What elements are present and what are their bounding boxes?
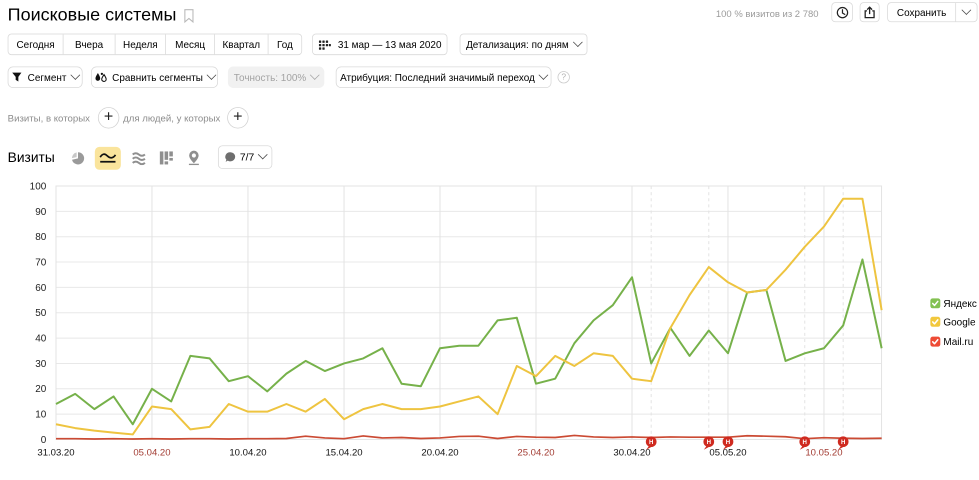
svg-text:31.03.20: 31.03.20 (37, 448, 74, 459)
svg-text:05.05.20: 05.05.20 (709, 448, 746, 459)
svg-text:15.04.20: 15.04.20 (325, 448, 362, 459)
svg-text:70: 70 (35, 257, 47, 268)
svg-text:40: 40 (35, 334, 47, 345)
svg-text:0: 0 (41, 435, 47, 446)
svg-text:Яндекс: Яндекс (943, 299, 976, 310)
svg-text:Н: Н (707, 439, 711, 446)
svg-text:60: 60 (35, 283, 47, 294)
svg-text:50: 50 (35, 308, 47, 319)
svg-text:20.04.20: 20.04.20 (421, 448, 458, 459)
svg-text:25.04.20: 25.04.20 (517, 448, 554, 459)
svg-text:Н: Н (726, 439, 730, 446)
svg-text:05.04.20: 05.04.20 (133, 448, 170, 459)
svg-text:100: 100 (30, 181, 47, 192)
svg-text:10.05.20: 10.05.20 (805, 448, 842, 459)
svg-text:80: 80 (35, 232, 47, 243)
svg-text:Н: Н (649, 439, 653, 446)
svg-text:90: 90 (35, 207, 47, 218)
svg-text:Google: Google (943, 317, 976, 328)
svg-text:Mail.ru: Mail.ru (943, 337, 973, 348)
svg-text:20: 20 (35, 384, 47, 395)
svg-text:10: 10 (35, 410, 47, 421)
svg-text:30.04.20: 30.04.20 (613, 448, 650, 459)
svg-text:30: 30 (35, 359, 47, 370)
svg-text:Н: Н (803, 439, 807, 446)
svg-text:Н: Н (841, 439, 845, 446)
svg-text:10.04.20: 10.04.20 (229, 448, 266, 459)
